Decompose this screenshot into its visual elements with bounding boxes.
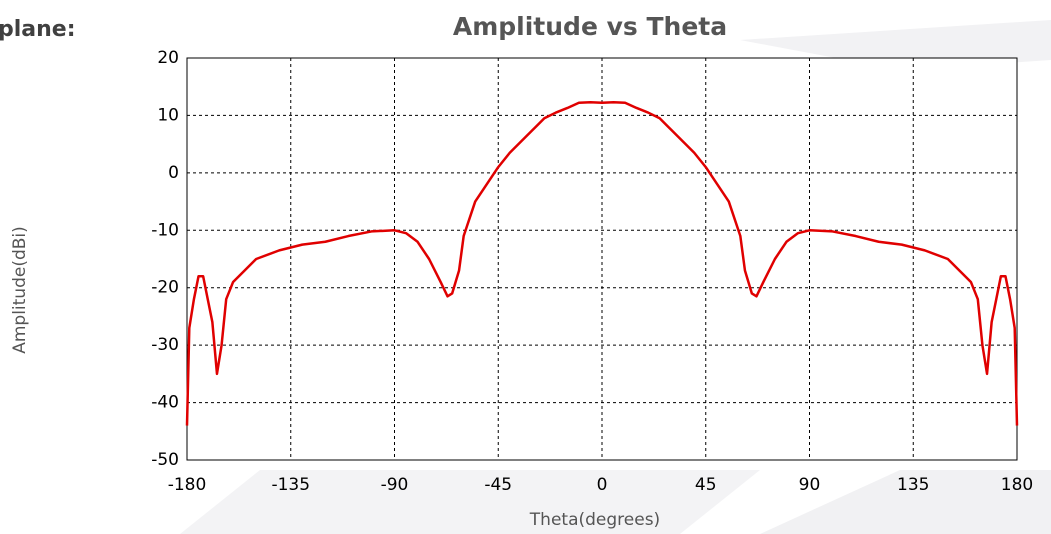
x-tick-label: -90: [381, 475, 409, 495]
x-tick-label: 45: [695, 475, 717, 495]
y-tick-label: -10: [151, 220, 179, 240]
x-tick-label: 0: [597, 475, 608, 495]
background-shape: [180, 470, 760, 534]
x-tick-label: -45: [484, 475, 512, 495]
y-axis-label: Amplitude(dBi): [10, 226, 30, 354]
chart-title: Amplitude vs Theta: [453, 12, 727, 41]
y-tick-label: 0: [168, 163, 179, 183]
y-tick-label: 10: [157, 105, 179, 125]
y-tick-label: -30: [151, 335, 179, 355]
x-tick-label: 180: [1001, 475, 1033, 495]
background-shape: [760, 470, 1051, 534]
x-axis-label: Theta(degrees): [529, 510, 660, 530]
x-tick-label: 90: [799, 475, 821, 495]
y-tick-label: -20: [151, 278, 179, 298]
y-tick-label: 20: [157, 48, 179, 68]
y-tick-label: -40: [151, 393, 179, 413]
data-line: [185, 100, 1019, 426]
x-tick-label: -180: [168, 475, 207, 495]
y-tick-label: -50: [151, 450, 179, 470]
x-tick-label: -135: [271, 475, 310, 495]
x-tick-label: 135: [897, 475, 929, 495]
side-label: plane:: [0, 17, 76, 42]
